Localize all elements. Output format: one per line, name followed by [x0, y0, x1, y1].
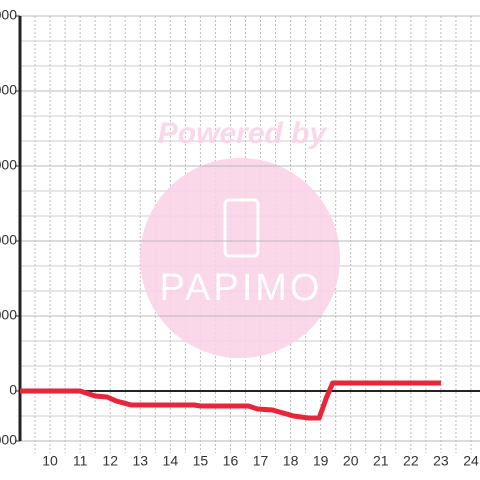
line	[20, 380, 441, 421]
x-tick-label: 21	[373, 453, 389, 469]
x-tick-label: 22	[403, 453, 419, 469]
x-tick-label: 24	[463, 453, 479, 469]
x-tick-label: 15	[193, 453, 209, 469]
watermark-phone	[223, 198, 260, 258]
y-tick-label: 30,000	[0, 307, 17, 323]
y-tick-label: 60,000	[0, 232, 17, 248]
x-tick-label: 20	[343, 453, 359, 469]
x-tick-label: 23	[433, 453, 449, 469]
y-tick-label: -20,000	[0, 432, 17, 448]
y-tick-label: 0	[9, 382, 17, 398]
watermark-circle	[140, 158, 340, 358]
y-tick-label: 120,000	[0, 82, 17, 98]
x-tick-label: 13	[132, 453, 148, 469]
x-tick-label: 18	[283, 453, 299, 469]
x-tick-label: 16	[223, 453, 239, 469]
x-tick-label: 12	[102, 453, 118, 469]
x-tick-label: 17	[253, 453, 269, 469]
watermark: Powered by PAPIMO	[140, 117, 340, 358]
x-tick-label: 19	[313, 453, 329, 469]
x-tick-label: 10	[42, 453, 58, 469]
x-tick-label: 11	[73, 453, 88, 469]
x-tick-label: 14	[163, 453, 179, 469]
y-tick-label: 150,000	[0, 7, 17, 23]
watermark-text: Powered by	[158, 117, 328, 150]
y-tick-label: 90,000	[0, 157, 17, 173]
watermark-logo: PAPIMO	[160, 267, 323, 309]
